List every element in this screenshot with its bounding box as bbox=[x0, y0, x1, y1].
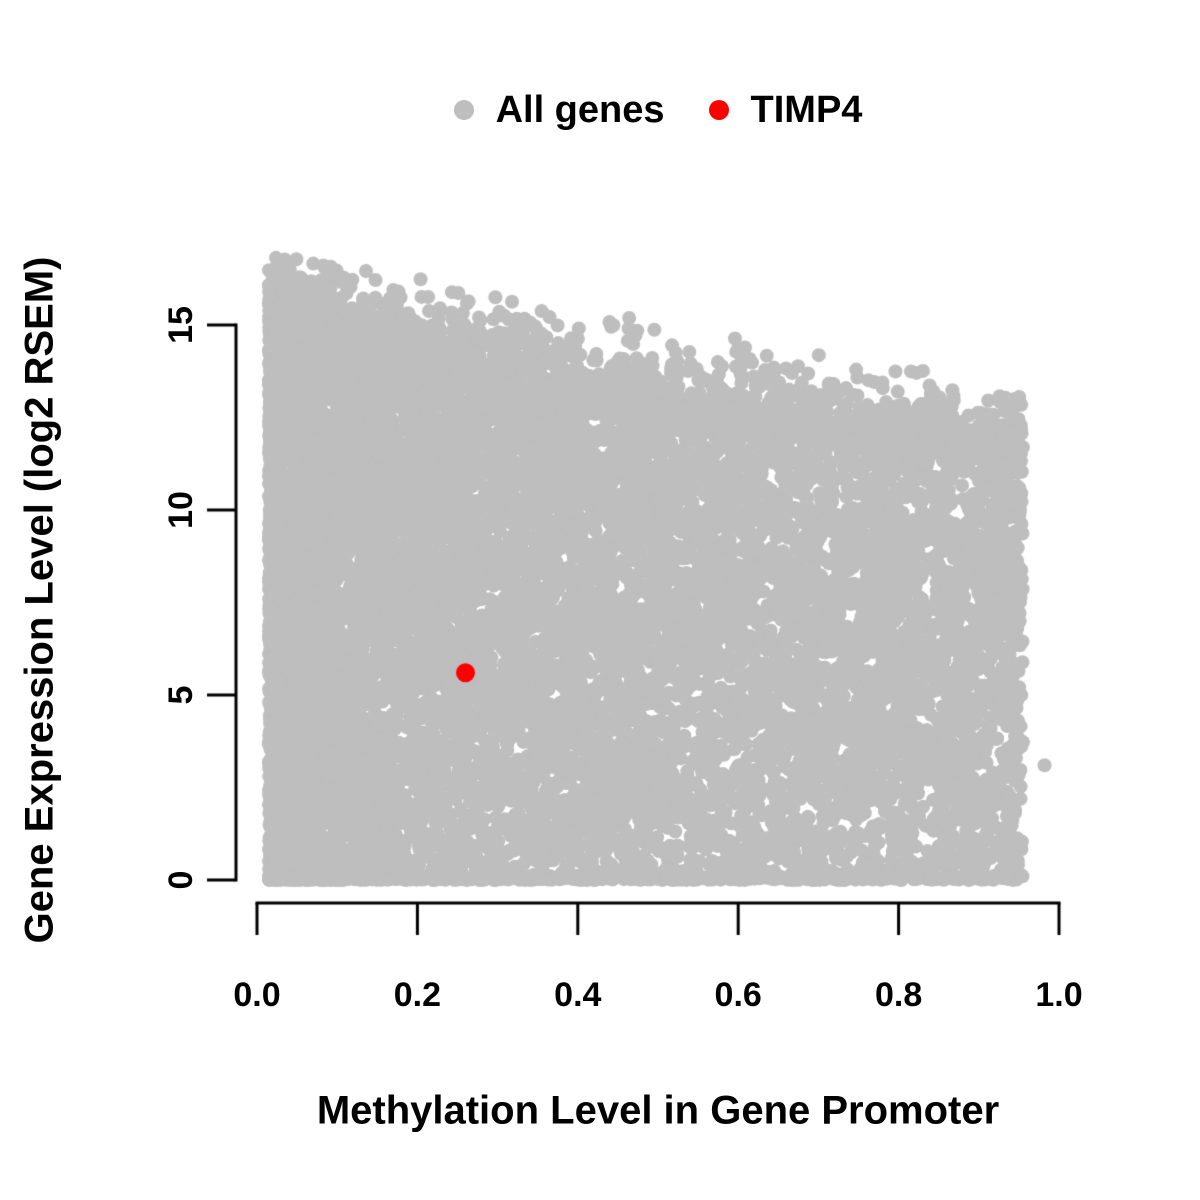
x-tick-label: 0.8 bbox=[874, 976, 923, 1014]
x-axis-title: Methylation Level in Gene Promoter bbox=[316, 1088, 1000, 1133]
plot-legend: All genes TIMP4 bbox=[257, 86, 1059, 134]
legend-label-timp4: TIMP4 bbox=[750, 89, 863, 131]
y-tick-label: 10 bbox=[162, 491, 200, 529]
timp4-marker-icon bbox=[708, 100, 729, 120]
x-tick-label: 1.0 bbox=[1035, 976, 1083, 1014]
all-genes-marker-icon bbox=[453, 100, 474, 120]
x-tick-label: 0.6 bbox=[714, 976, 762, 1014]
legend-item-timp4: TIMP4 bbox=[708, 89, 863, 131]
y-tick-label: 15 bbox=[162, 306, 200, 344]
y-axis-title: Gene Expression Level (log2 RSEM) bbox=[17, 256, 62, 944]
legend-item-all-genes: All genes bbox=[453, 89, 665, 131]
x-tick-label: 0.0 bbox=[233, 976, 281, 1014]
legend-label-all-genes: All genes bbox=[495, 89, 665, 131]
x-tick-label: 0.4 bbox=[554, 976, 602, 1014]
x-tick-label: 0.2 bbox=[393, 976, 442, 1014]
y-tick-label: 0 bbox=[162, 870, 200, 890]
y-tick-label: 5 bbox=[162, 685, 200, 705]
